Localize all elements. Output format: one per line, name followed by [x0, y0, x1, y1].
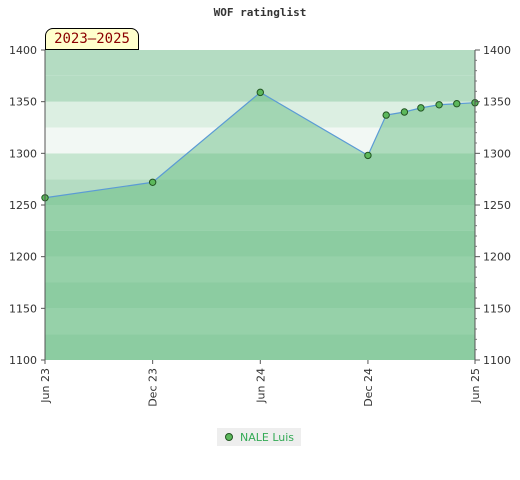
- data-point: [382, 111, 390, 119]
- y-tick-label-left: 1150: [9, 302, 37, 315]
- x-tick-label: Jun 24: [254, 368, 267, 404]
- chart-title: WOF ratinglist: [213, 6, 307, 19]
- x-tick-label: Jun 23: [39, 368, 52, 404]
- legend[interactable]: NALE Luis: [217, 428, 302, 446]
- y-tick-label-right: 1150: [483, 302, 511, 315]
- y-tick-label-right: 1250: [483, 199, 511, 212]
- y-tick-label-right: 1350: [483, 96, 511, 109]
- period-badge: 2023–2025: [45, 28, 139, 50]
- grid-band: [45, 50, 475, 76]
- data-point: [435, 101, 443, 109]
- data-point: [453, 100, 461, 108]
- series-area: [45, 92, 475, 360]
- y-tick-label-left: 1100: [9, 354, 37, 367]
- y-tick-label-left: 1350: [9, 96, 37, 109]
- data-point: [148, 178, 157, 186]
- data-point: [417, 104, 425, 112]
- grid-band: [45, 282, 475, 309]
- legend-label: NALE Luis: [240, 430, 295, 444]
- x-tick-label: Dec 23: [147, 368, 160, 407]
- x-tick-label: Jun 25: [469, 368, 482, 404]
- y-tick-label-left: 1300: [9, 147, 37, 160]
- data-point: [256, 88, 264, 97]
- legend-marker-icon: [225, 433, 233, 441]
- grid-band: [45, 308, 475, 335]
- y-tick-label-right: 1300: [483, 147, 511, 160]
- data-point: [364, 151, 372, 160]
- data-point: [400, 108, 409, 116]
- y-tick-label-left: 1200: [9, 251, 37, 264]
- grid-band: [45, 153, 475, 180]
- y-tick-label-left: 1400: [9, 44, 37, 57]
- y-tick-label-right: 1100: [483, 354, 511, 367]
- series-line: [44, 91, 476, 199]
- y-tick-label-right: 1200: [483, 251, 511, 264]
- grid-band: [45, 334, 475, 360]
- grid-band: [45, 256, 475, 283]
- y-tick-label-left: 1250: [9, 199, 37, 212]
- grid-band: [45, 127, 475, 154]
- grid-band: [45, 230, 475, 257]
- x-tick-label: Dec 24: [362, 368, 375, 407]
- grid-band: [45, 205, 475, 231]
- y-tick-label-right: 1400: [483, 44, 511, 57]
- grid-band: [45, 179, 475, 205]
